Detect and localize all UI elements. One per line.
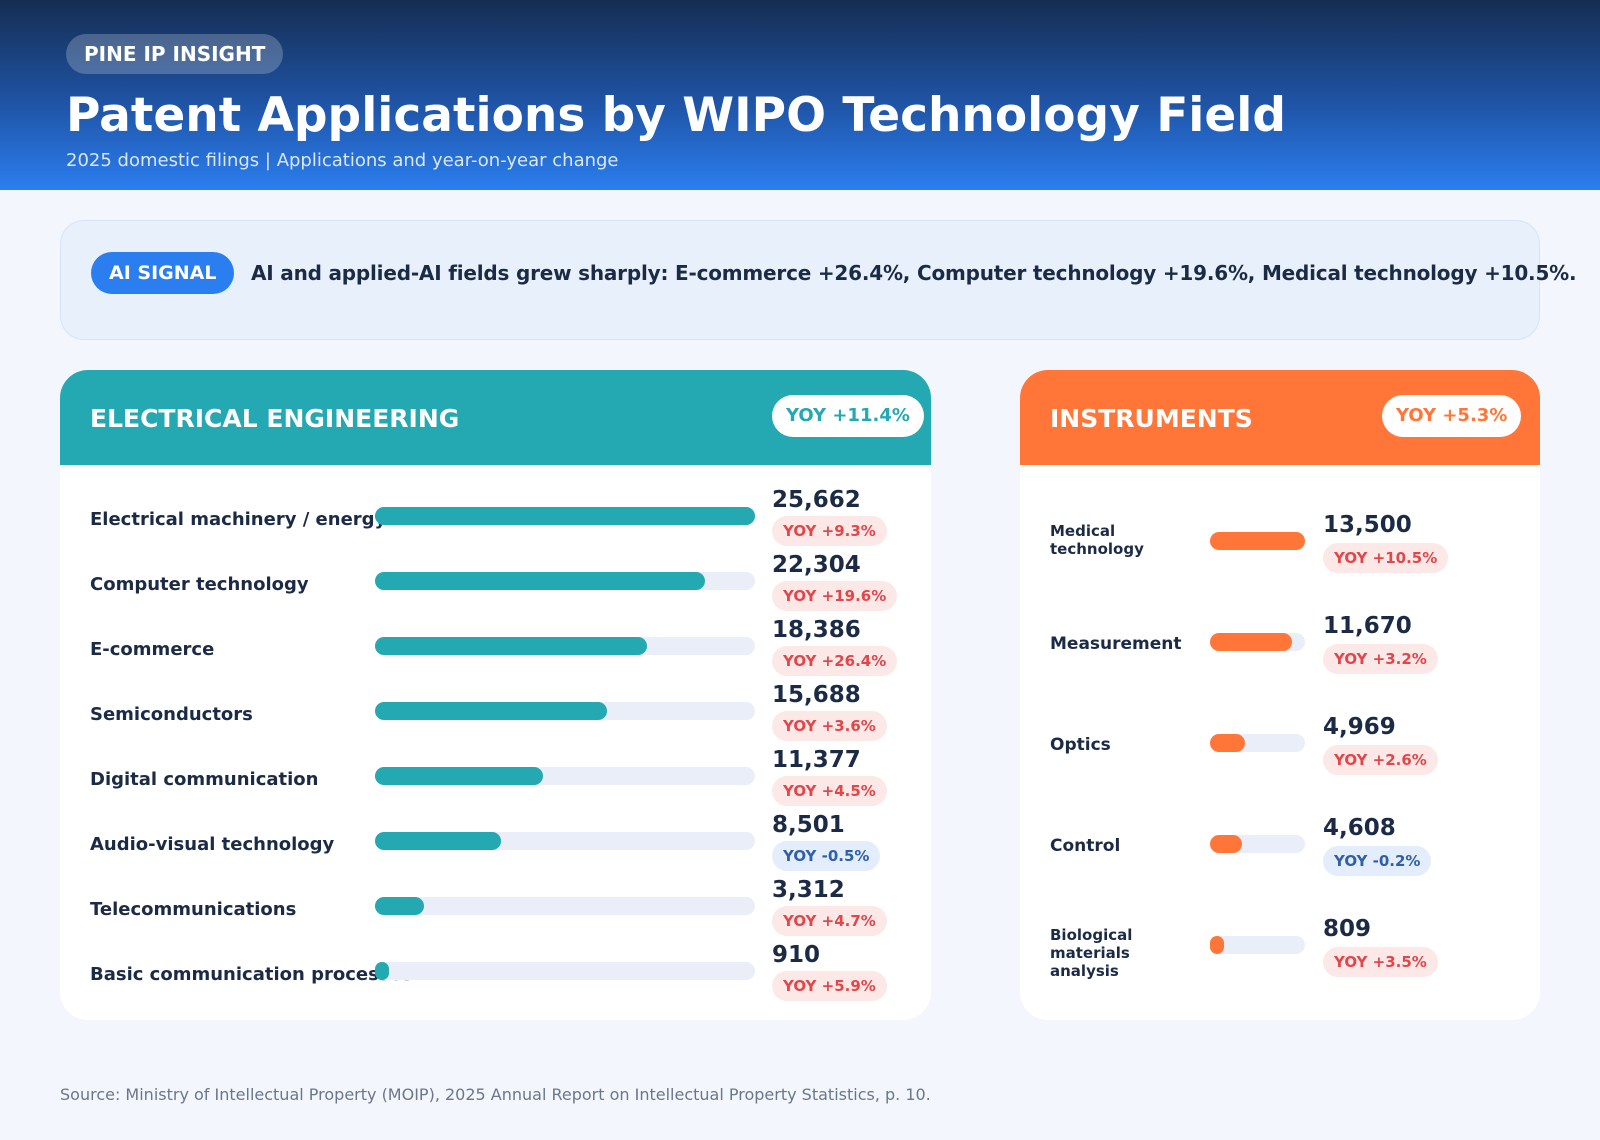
card-yoy-badge: YOY +11.4%	[772, 395, 924, 437]
bar-track	[375, 832, 755, 850]
bar-row: Medical technology 13,500 YOY +10.5%	[1020, 510, 1540, 573]
bar-value-label: 25,662	[772, 487, 861, 513]
yoy-change-badge: YOY +2.6%	[1323, 745, 1438, 775]
bar-category-label: Telecommunications	[90, 899, 297, 920]
electrical-engineering-card: ELECTRICAL ENGINEERING YOY +11.4% Electr…	[60, 370, 931, 1020]
bar	[1210, 734, 1245, 752]
bar-row: Optics 4,969 YOY +2.6%	[1020, 712, 1540, 775]
bar	[1210, 633, 1293, 651]
ai-signal-badge: AI SIGNAL	[91, 252, 235, 294]
yoy-change-badge: YOY +3.2%	[1323, 644, 1438, 674]
card-title: INSTRUMENTS	[1050, 404, 1253, 433]
yoy-change-badge: YOY +3.6%	[772, 711, 887, 741]
bar-category-label: Semiconductors	[90, 704, 253, 725]
bar-category-label: Control	[1050, 836, 1121, 856]
bar-value-label: 13,500	[1323, 512, 1412, 538]
bar-row: Basic communication processes 910 YOY +5.9…	[60, 942, 931, 1010]
bar-value-label: 22,304	[772, 552, 861, 578]
bar	[375, 702, 608, 720]
bar-row: Biological materials analysis 809 YOY +3.5…	[1020, 914, 1540, 980]
bar-category-label: Digital communication	[90, 769, 319, 790]
bar-value-label: 15,688	[772, 682, 861, 708]
bar	[375, 637, 648, 655]
bar	[375, 832, 501, 850]
bar-category-label: Computer technology	[90, 574, 309, 595]
bar-track	[375, 572, 755, 590]
bar-value-label: 11,377	[772, 747, 861, 773]
card-yoy-badge: YOY +5.3%	[1382, 395, 1522, 437]
yoy-change-badge: YOY +10.5%	[1323, 543, 1449, 573]
bar	[375, 767, 544, 785]
bar-category-label: E-commerce	[90, 639, 215, 660]
bar	[375, 572, 706, 590]
yoy-change-badge: YOY -0.2%	[1323, 846, 1432, 876]
ai-signal-callout: AI SIGNAL AI and applied-AI fields grew …	[60, 220, 1577, 340]
yoy-change-badge: YOY +4.7%	[772, 906, 887, 936]
bar-value-label: 4,608	[1323, 815, 1396, 841]
bar-track	[375, 767, 755, 785]
bar-value-label: 3,312	[772, 877, 845, 903]
yoy-change-badge: YOY -0.5%	[772, 841, 881, 871]
bar-value-label: 8,501	[772, 812, 845, 838]
yoy-change-badge: YOY +19.6%	[772, 581, 898, 611]
bar-value-label: 11,670	[1323, 613, 1412, 639]
header-banner: PINE IP INSIGHT Patent Applications by W…	[0, 0, 1600, 190]
yoy-change-badge: YOY +3.5%	[1323, 947, 1438, 977]
yoy-change-badge: YOY +5.9%	[772, 971, 887, 1001]
bar-value-label: 18,386	[772, 617, 861, 643]
bar-category-label: Medical technology	[1050, 522, 1144, 558]
instruments-card: INSTRUMENTS YOY +5.3% Medical technology…	[1020, 370, 1540, 1020]
bar	[375, 507, 755, 525]
bar-row: Measurement 11,670 YOY +3.2%	[1020, 611, 1540, 674]
card-header: INSTRUMENTS YOY +5.3%	[1020, 370, 1540, 465]
page-title: Patent Applications by WIPO Technology F…	[66, 88, 1287, 143]
bar-row: Telecommunications 3,312 YOY +4.7%	[60, 877, 931, 945]
bar-track	[1210, 835, 1305, 853]
source-note: Source: Ministry of Intellectual Propert…	[60, 1085, 931, 1104]
page-subtitle: 2025 domestic filings | Applications and…	[66, 150, 619, 171]
bar-row: Computer technology 22,304 YOY +19.6%	[60, 552, 931, 620]
bar-value-label: 4,969	[1323, 714, 1396, 740]
card-title: ELECTRICAL ENGINEERING	[90, 404, 460, 433]
bar	[1210, 835, 1243, 853]
yoy-change-badge: YOY +4.5%	[772, 776, 887, 806]
yoy-change-badge: YOY +26.4%	[772, 646, 898, 676]
bar-row: Control 4,608 YOY -0.2%	[1020, 813, 1540, 876]
bar-track	[1210, 532, 1305, 550]
bar	[375, 962, 389, 980]
brand-badge: PINE IP INSIGHT	[66, 34, 284, 74]
yoy-change-badge: YOY +9.3%	[772, 516, 887, 546]
bar-row: E-commerce 18,386 YOY +26.4%	[60, 617, 931, 685]
bar-row: Electrical machinery / energy 25,662 YOY +…	[60, 487, 931, 555]
bar-track	[375, 702, 755, 720]
bar-row: Digital communication 11,377 YOY +4.5%	[60, 747, 931, 815]
bar-track	[375, 637, 755, 655]
bar-track	[375, 962, 755, 980]
bar-value-label: 809	[1323, 916, 1372, 942]
bar-category-label: Measurement	[1050, 634, 1182, 654]
bar	[1210, 936, 1224, 954]
bar-category-label: Electrical machinery / energy	[90, 509, 387, 530]
bar-category-label: Biological materials analysis	[1050, 926, 1133, 980]
bar-row: Audio-visual technology 8,501 YOY -0.5%	[60, 812, 931, 880]
bar-value-label: 910	[772, 942, 821, 968]
bar	[1210, 532, 1305, 550]
bar-track	[1210, 633, 1305, 651]
bar-category-label: Audio-visual technology	[90, 834, 335, 855]
bar-row: Semiconductors 15,688 YOY +3.6%	[60, 682, 931, 750]
bar-category-label: Optics	[1050, 735, 1111, 755]
bar-category-label: Basic communication processes	[90, 964, 413, 985]
bar-track	[375, 507, 755, 525]
bar-track	[1210, 734, 1305, 752]
card-header: ELECTRICAL ENGINEERING YOY +11.4%	[60, 370, 931, 465]
bar-track	[1210, 936, 1305, 954]
bar-track	[375, 897, 755, 915]
ai-signal-text: AI and applied-AI fields grew sharply: E…	[251, 261, 1577, 285]
bar	[375, 897, 425, 915]
